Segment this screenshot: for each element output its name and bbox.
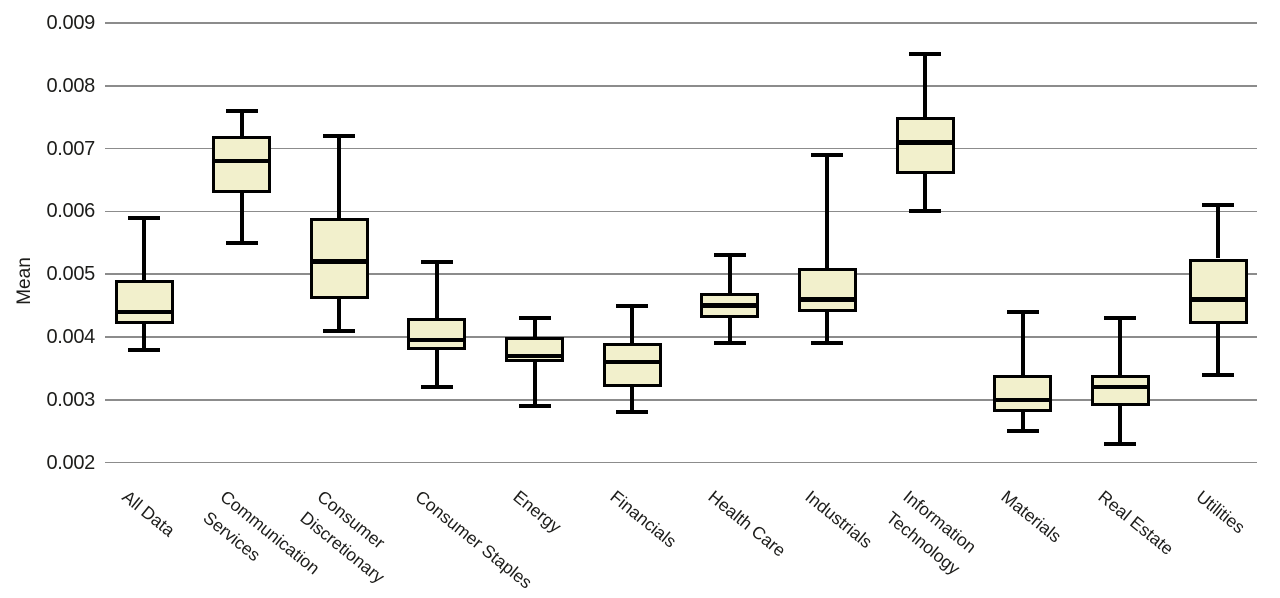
median-line [993, 397, 1053, 403]
median-line [1090, 384, 1150, 390]
whisker-upper-stem [923, 54, 928, 118]
box-iqr [114, 280, 174, 325]
whisker-lower-stem [630, 387, 635, 413]
x-category-label: Materials [997, 486, 1066, 547]
whisker-lower-stem [727, 318, 732, 344]
whisker-upper-stem [1216, 205, 1221, 259]
box-iqr [797, 267, 857, 312]
box-iqr [309, 217, 369, 300]
whisker-lower-cap [420, 385, 453, 390]
whisker-lower-cap [323, 328, 356, 333]
whisker-upper-stem [239, 110, 244, 137]
whisker-lower-stem [239, 192, 244, 243]
box-iqr [407, 318, 467, 350]
median-line [114, 309, 174, 315]
median-line [602, 359, 662, 365]
whisker-lower-cap [128, 347, 160, 352]
whisker-upper-stem [434, 261, 439, 319]
whisker-upper-stem [727, 255, 732, 294]
median-line [895, 140, 955, 145]
x-category-label: Industrials [801, 486, 877, 553]
x-category-label: Communication Services [199, 486, 324, 579]
box-iqr [602, 343, 662, 388]
median-line [212, 158, 272, 164]
y-tick-label: 0.005 [46, 263, 95, 286]
box-iqr [993, 374, 1053, 413]
box-iqr [505, 337, 565, 363]
box-iqr [895, 117, 955, 174]
whisker-upper-stem [825, 154, 830, 268]
box-iqr [1188, 258, 1248, 325]
y-tick-label: 0.009 [46, 12, 95, 34]
median-line [309, 259, 369, 264]
whisker-upper-stem [142, 217, 146, 281]
whisker-lower-cap [518, 404, 551, 409]
gridline [105, 461, 1257, 464]
x-category-label: Real Estate [1094, 486, 1178, 559]
y-tick-label: 0.008 [46, 74, 95, 97]
median-line [1188, 297, 1248, 302]
y-tick-label: 0.006 [46, 200, 95, 223]
x-category-label: Health Care [704, 486, 790, 561]
x-category-label: Energy [509, 486, 565, 537]
gridline [105, 147, 1257, 150]
whisker-upper-cap [1202, 203, 1235, 208]
gridline [105, 273, 1257, 275]
whisker-lower-stem [1020, 412, 1025, 432]
whisker-upper-stem [630, 305, 635, 344]
gridline [105, 336, 1257, 338]
whisker-lower-cap [1202, 372, 1235, 377]
whisker-lower-cap [1104, 441, 1137, 446]
x-category-label: All Data [118, 486, 179, 541]
whisker-lower-cap [811, 341, 844, 346]
whisker-upper-cap [420, 259, 453, 264]
gridline [105, 210, 1257, 213]
whisker-upper-stem [1118, 318, 1123, 375]
whisker-upper-stem [1020, 311, 1025, 375]
x-category-label: Financials [606, 486, 681, 552]
whisker-lower-stem [142, 324, 146, 350]
x-category-label: Information Technology [882, 486, 981, 579]
y-tick-label: 0.003 [46, 388, 95, 411]
y-tick-label: 0.004 [46, 326, 95, 348]
x-category-label: Utilities [1192, 486, 1249, 538]
whisker-lower-cap [225, 240, 258, 245]
whisker-lower-stem [1216, 324, 1221, 375]
whisker-upper-stem [532, 318, 537, 337]
whisker-upper-cap [1006, 309, 1039, 314]
whisker-lower-cap [713, 341, 746, 346]
median-line [505, 353, 565, 359]
whisker-upper-cap [811, 152, 844, 157]
whisker-lower-cap [1006, 429, 1039, 434]
box-iqr [1090, 374, 1150, 407]
whisker-upper-cap [616, 303, 649, 308]
whisker-upper-stem [337, 136, 342, 218]
whisker-upper-cap [323, 134, 356, 139]
gridline [105, 22, 1257, 24]
median-line [797, 297, 857, 302]
box-iqr [212, 136, 272, 193]
whisker-lower-stem [434, 349, 439, 388]
whisker-upper-cap [128, 215, 160, 220]
whisker-lower-stem [532, 362, 537, 407]
whisker-lower-stem [337, 299, 342, 331]
median-line [407, 337, 467, 343]
whisker-lower-cap [909, 209, 942, 214]
whisker-upper-cap [713, 253, 746, 258]
whisker-lower-stem [825, 311, 830, 344]
whisker-upper-cap [518, 316, 551, 321]
y-tick-label: 0.002 [46, 451, 95, 474]
gridline [105, 399, 1257, 401]
whisker-lower-stem [923, 173, 928, 212]
median-line [700, 303, 760, 308]
whisker-upper-cap [1104, 316, 1137, 321]
gridline [105, 85, 1257, 87]
whisker-upper-cap [225, 108, 258, 113]
y-tick-label: 0.007 [46, 137, 95, 160]
whisker-upper-cap [909, 52, 942, 57]
whisker-lower-cap [616, 410, 649, 415]
whisker-lower-stem [1118, 406, 1123, 444]
